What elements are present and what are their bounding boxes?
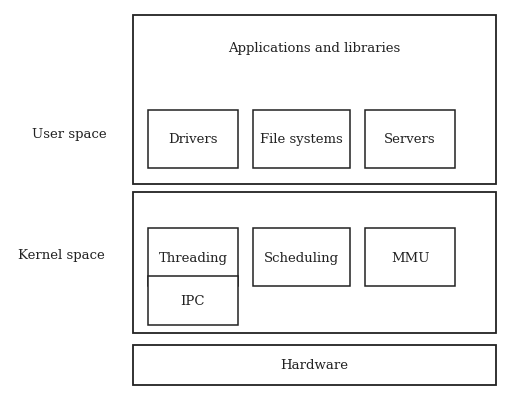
Bar — [133, 16, 496, 184]
Text: IPC: IPC — [181, 294, 205, 307]
Bar — [253, 110, 350, 168]
Text: MMU: MMU — [391, 251, 429, 264]
Bar — [148, 110, 238, 168]
Text: Applications and libraries: Applications and libraries — [228, 42, 401, 55]
Text: Drivers: Drivers — [168, 133, 218, 146]
Bar — [148, 229, 238, 287]
Bar — [148, 277, 238, 325]
Text: Servers: Servers — [384, 133, 436, 146]
Bar — [133, 345, 496, 385]
Bar — [133, 192, 496, 333]
Text: Scheduling: Scheduling — [264, 251, 339, 264]
Bar — [365, 110, 455, 168]
Text: Hardware: Hardware — [280, 358, 349, 371]
Text: User space: User space — [32, 128, 106, 141]
Text: Threading: Threading — [158, 251, 227, 264]
Text: File systems: File systems — [260, 133, 343, 146]
Bar — [253, 229, 350, 287]
Text: Kernel space: Kernel space — [18, 248, 105, 261]
Bar — [365, 229, 455, 287]
